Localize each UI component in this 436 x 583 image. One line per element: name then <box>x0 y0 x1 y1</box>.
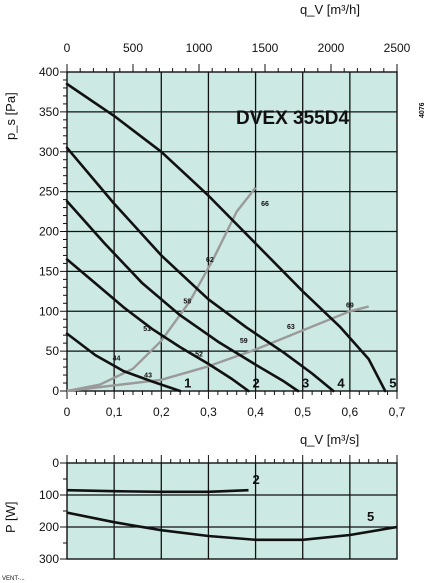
point-label: 43 <box>144 372 152 379</box>
x-tick-label: 0,5 <box>294 405 311 419</box>
fan-curve-4 <box>65 146 335 393</box>
point-label: 44 <box>113 356 121 363</box>
x-tick-label: 0 <box>64 405 71 419</box>
side-code: 4076 <box>419 102 426 118</box>
x-tick-label: 0,1 <box>106 405 123 419</box>
fan-curve-1 <box>65 332 182 393</box>
power-y-tick-label: 0 <box>52 456 59 470</box>
power-curve-2 <box>66 488 249 494</box>
fan-curve-label: 4 <box>337 375 345 390</box>
y-tick-label: 50 <box>46 344 60 358</box>
y-tick-label: 300 <box>39 145 59 159</box>
point-label: 59 <box>240 338 248 345</box>
point-label: 63 <box>287 324 295 331</box>
x-tick-label: 0,6 <box>342 405 359 419</box>
power-y-axis-label: P [W] <box>3 501 18 533</box>
x2-axis-label: q_V [m³/h] <box>300 2 360 17</box>
y-tick-label: 250 <box>39 185 59 199</box>
fan-curves: 1 2 3 4 5 <box>65 82 396 393</box>
power-curve-label: 2 <box>253 472 260 487</box>
footer-text: VENT-... <box>2 576 25 582</box>
fan-curve-2 <box>65 258 250 393</box>
fan-curve-3 <box>65 199 300 393</box>
power-plot-area <box>66 462 398 560</box>
x-tick-label: 0,3 <box>200 405 217 419</box>
main-ticks: 0 0,1 0,2 0,3 0,4 0,5 0,6 0,7050100150200250300… <box>39 41 411 419</box>
fan-curve-5 <box>65 82 387 393</box>
y-tick-label: 100 <box>39 304 59 318</box>
x2-tick-label: 1000 <box>186 41 213 55</box>
power-grid <box>67 463 397 559</box>
chart-title: DVEX 355D4 <box>236 108 349 129</box>
y-tick-label: 400 <box>39 65 59 79</box>
y-tick-label: 150 <box>39 264 59 278</box>
power-y-tick-label: 200 <box>39 520 59 534</box>
point-label: 66 <box>261 201 269 208</box>
power-curves: 25 <box>66 472 398 542</box>
point-label: 62 <box>206 257 214 264</box>
point-label: 51 <box>143 326 151 333</box>
system-curve <box>66 305 369 393</box>
power-curve-5 <box>66 511 398 542</box>
x-tick-label: 0,4 <box>247 405 264 419</box>
power-ticks: 0 100 200 300 <box>39 455 398 566</box>
y-tick-label: 0 <box>52 384 59 398</box>
x2-tick-label: 2500 <box>384 41 411 55</box>
main-chart: 0 0,1 0,2 0,3 0,4 0,5 0,6 0,7050100150200250300… <box>3 2 426 447</box>
x-tick-label: 0,2 <box>153 405 170 419</box>
y-axis-label: p_s [Pa] <box>3 92 18 140</box>
x2-tick-label: 500 <box>123 41 143 55</box>
point-label: 52 <box>195 352 203 359</box>
fan-curve-label: 1 <box>184 375 191 390</box>
x-axis-label: q_V [m³/s] <box>300 432 359 447</box>
power-y-tick-label: 300 <box>39 552 59 566</box>
fan-curve-label: 2 <box>253 375 260 390</box>
power-y-tick-label: 100 <box>39 488 59 502</box>
y-tick-label: 200 <box>39 225 59 239</box>
x2-tick-label: 0 <box>64 41 71 55</box>
point-label: 69 <box>346 302 354 309</box>
point-label: 58 <box>183 298 191 305</box>
x2-tick-label: 1500 <box>252 41 279 55</box>
x-tick-label: 0,7 <box>389 405 406 419</box>
power-curve-label: 5 <box>367 509 374 524</box>
y-tick-label: 350 <box>39 105 59 119</box>
fan-curve-label: 3 <box>302 375 309 390</box>
point-labels: 44 43 51 52 58 59 62 63 66 69 <box>113 201 354 379</box>
x2-tick-label: 2000 <box>318 41 345 55</box>
fan-curve-label: 5 <box>389 375 396 390</box>
